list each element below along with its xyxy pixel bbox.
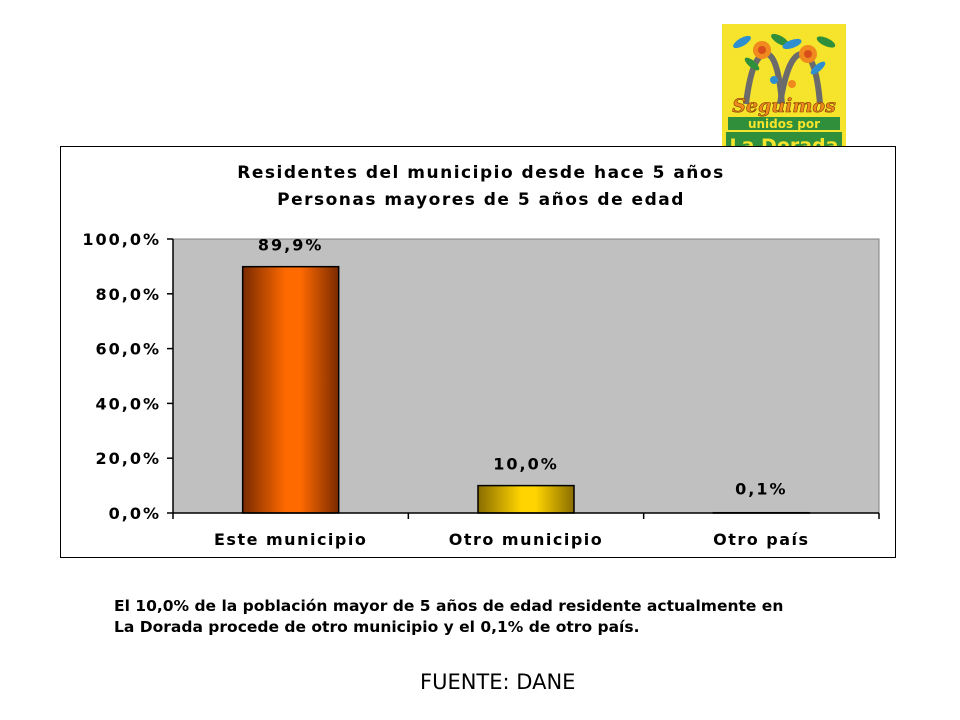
source-note: FUENTE: DANE [420,670,576,694]
logo-text-2: unidos por [748,117,820,131]
x-tick-label: Este municipio [214,530,367,549]
la-dorada-logo: Seguimos unidos por La Dorada [722,24,846,157]
bar [241,265,340,514]
y-tick-label: 100,0% [82,230,161,249]
data-label: 89,9% [258,236,324,255]
y-tick-label: 0,0% [109,504,161,523]
y-tick-label: 40,0% [95,394,161,413]
data-label: 10,0% [493,455,559,474]
y-tick-label: 20,0% [95,449,161,468]
x-tick-label: Otro municipio [449,530,604,549]
bar-chart: Residentes del municipio desde hace 5 añ… [82,163,880,549]
chart-frame: Residentes del municipio desde hace 5 añ… [60,146,896,558]
chart-subtitle: Personas mayores de 5 años de edad [277,190,685,210]
caption-line-2: La Dorada procede de otro municipio y el… [114,618,640,636]
logo-text-1: Seguimos [732,95,836,117]
chart-title: Residentes del municipio desde hace 5 añ… [237,163,724,183]
y-tick-label: 60,0% [95,340,161,359]
caption: El 10,0% de la población mayor de 5 años… [114,596,874,638]
data-label: 0,1% [735,480,787,499]
caption-line-1: El 10,0% de la población mayor de 5 años… [114,597,784,615]
y-tick-label: 80,0% [95,285,161,304]
bar [477,484,575,514]
x-tick-label: Otro país [713,530,809,549]
